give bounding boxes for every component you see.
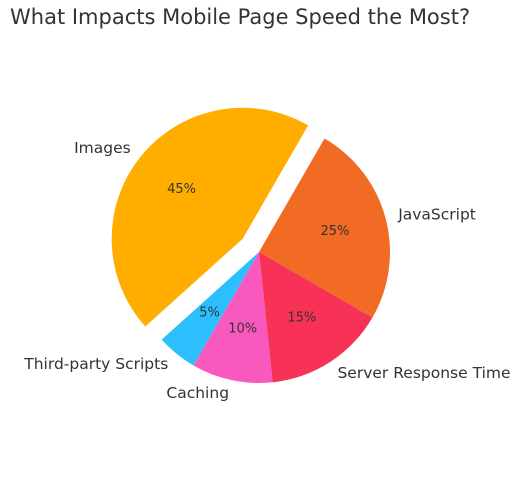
slice-label-caching: Caching [166,384,229,402]
chart-title: What Impacts Mobile Page Speed the Most? [10,5,471,29]
slice-label-third-party-scripts: Third-party Scripts [23,355,168,373]
slice-label-server-response-time: Server Response Time [337,364,510,382]
pie-slice-javascript [259,138,390,318]
pct-label-caching: 10% [228,321,257,336]
slice-label-images: Images [74,139,131,157]
pct-label-javascript: 25% [320,224,349,239]
slice-label-javascript: JavaScript [397,206,476,224]
pie-slice-images [111,107,309,327]
pie-slice-caching [193,252,273,383]
pct-label-images: 45% [167,182,196,197]
pie-slice-third-party-scripts [161,252,259,366]
pie-slice-server-response-time [259,252,373,383]
pct-label-server-response-time: 15% [287,310,316,325]
pct-label-third-party-scripts: 5% [199,306,220,321]
